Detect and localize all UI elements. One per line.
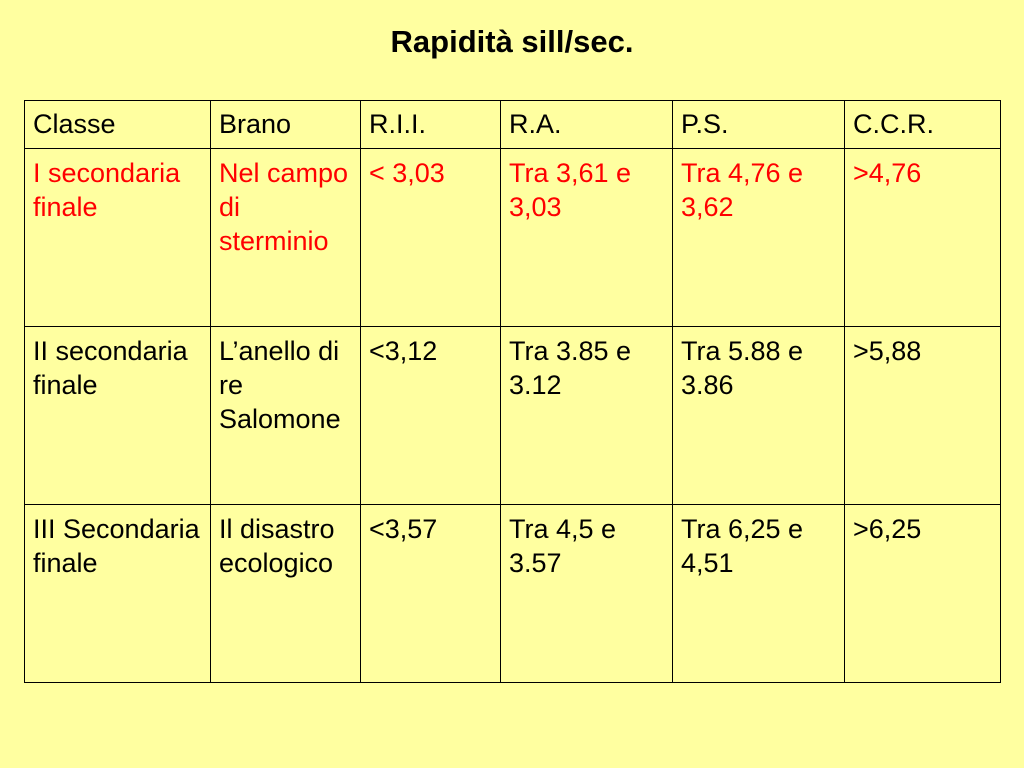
table-row: I secondaria finale Nel campo di stermin… — [25, 149, 1001, 327]
slide-title: Rapidità sill/sec. — [24, 24, 1000, 60]
table-row: II secondaria finale L’anello di re Salo… — [25, 327, 1001, 505]
data-table: Classe Brano R.I.I. R.A. P.S. C.C.R. I s… — [24, 100, 1001, 683]
column-header: C.C.R. — [845, 101, 1001, 149]
column-header: R.I.I. — [361, 101, 501, 149]
cell-ra: Tra 3.85 e 3.12 — [501, 327, 673, 505]
column-header: Brano — [211, 101, 361, 149]
column-header: Classe — [25, 101, 211, 149]
cell-ra: Tra 4,5 e 3.57 — [501, 505, 673, 683]
cell-classe: I secondaria finale — [25, 149, 211, 327]
cell-ps: Tra 4,76 e 3,62 — [673, 149, 845, 327]
cell-brano: L’anello di re Salomone — [211, 327, 361, 505]
cell-ccr: >4,76 — [845, 149, 1001, 327]
cell-classe: II secondaria finale — [25, 327, 211, 505]
table-header-row: Classe Brano R.I.I. R.A. P.S. C.C.R. — [25, 101, 1001, 149]
cell-classe: III Secondaria finale — [25, 505, 211, 683]
cell-ps: Tra 5.88 e 3.86 — [673, 327, 845, 505]
cell-brano: Nel campo di sterminio — [211, 149, 361, 327]
cell-ccr: >5,88 — [845, 327, 1001, 505]
slide-container: Rapidità sill/sec. Classe Brano R.I.I. R… — [0, 0, 1024, 768]
cell-rii: <3,57 — [361, 505, 501, 683]
column-header: R.A. — [501, 101, 673, 149]
table-row: III Secondaria finale Il disastro ecolog… — [25, 505, 1001, 683]
cell-brano: Il disastro ecologico — [211, 505, 361, 683]
cell-ps: Tra 6,25 e 4,51 — [673, 505, 845, 683]
cell-rii: < 3,03 — [361, 149, 501, 327]
cell-ccr: >6,25 — [845, 505, 1001, 683]
cell-rii: <3,12 — [361, 327, 501, 505]
column-header: P.S. — [673, 101, 845, 149]
cell-ra: Tra 3,61 e 3,03 — [501, 149, 673, 327]
